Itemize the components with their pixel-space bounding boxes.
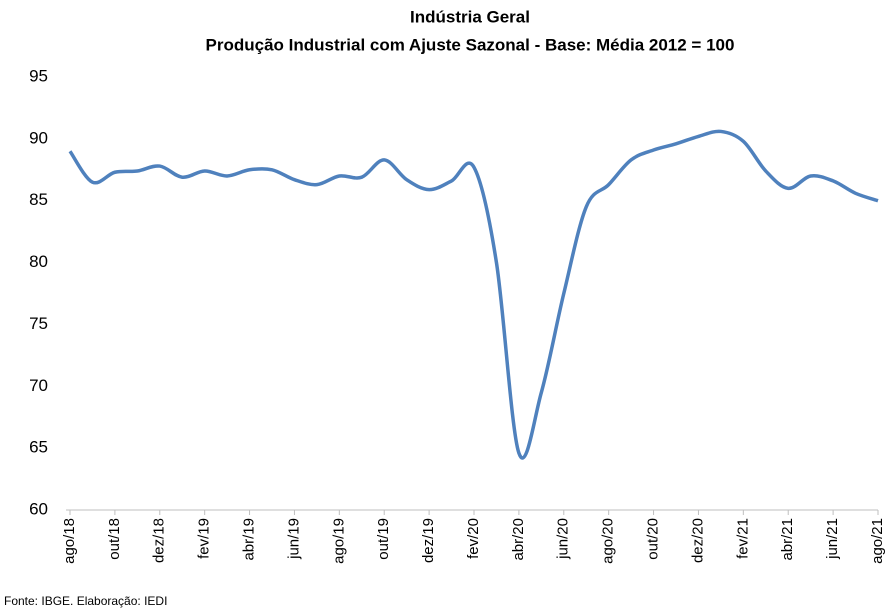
x-tick-label: ago/21 bbox=[869, 518, 886, 564]
source-note: Fonte: IBGE. Elaboração: IEDI bbox=[4, 594, 167, 608]
y-tick-label: 60 bbox=[29, 499, 48, 518]
chart-title: Indústria Geral bbox=[410, 7, 530, 26]
y-tick-label: 70 bbox=[29, 376, 48, 395]
x-tick-label: out/18 bbox=[106, 518, 123, 560]
y-tick-label: 80 bbox=[29, 252, 48, 271]
x-tick-label: abr/19 bbox=[241, 518, 258, 561]
x-tick-label: fev/20 bbox=[465, 518, 482, 559]
data-line bbox=[68, 129, 879, 460]
y-tick-label: 95 bbox=[29, 66, 48, 85]
x-tick-label: dez/20 bbox=[689, 518, 706, 563]
x-tick-label: abr/20 bbox=[510, 518, 527, 561]
x-tick-label: fev/21 bbox=[734, 518, 751, 559]
y-tick-label: 65 bbox=[29, 438, 48, 457]
x-tick-label: abr/21 bbox=[779, 518, 796, 561]
x-tick-label: fev/19 bbox=[196, 518, 213, 559]
x-tick-label: out/19 bbox=[375, 518, 392, 560]
x-tick-label: dez/19 bbox=[420, 518, 437, 563]
x-tick-label: dez/18 bbox=[151, 518, 168, 563]
chart-subtitle: Produção Industrial com Ajuste Sazonal -… bbox=[206, 35, 735, 54]
y-tick-label: 85 bbox=[29, 190, 48, 209]
x-tick-label: ago/18 bbox=[61, 518, 78, 564]
x-tick-label: jun/21 bbox=[824, 518, 841, 560]
x-tick-label: jun/19 bbox=[285, 518, 302, 560]
x-tick-label: ago/19 bbox=[330, 518, 347, 564]
y-tick-label: 90 bbox=[29, 128, 48, 147]
x-tick-label: ago/20 bbox=[600, 518, 617, 564]
x-tick-label: jun/20 bbox=[555, 518, 572, 560]
y-tick-label: 75 bbox=[29, 314, 48, 333]
x-tick-label: out/20 bbox=[645, 518, 662, 560]
